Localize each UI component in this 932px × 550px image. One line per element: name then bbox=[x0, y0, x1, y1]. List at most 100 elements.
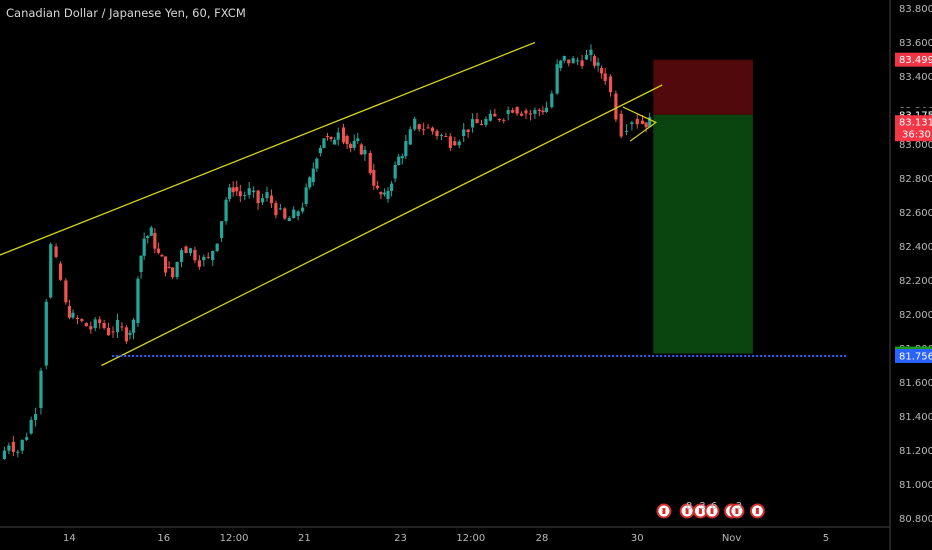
candle-body bbox=[115, 320, 120, 333]
candle-body bbox=[644, 122, 648, 128]
event-marker-flag bbox=[755, 508, 759, 514]
y-tick-label: 82.200 bbox=[899, 276, 932, 287]
candle-body bbox=[608, 76, 613, 93]
candle-body bbox=[515, 107, 519, 114]
triangle-pattern bbox=[622, 106, 658, 142]
candle-body bbox=[333, 139, 337, 145]
candle-body bbox=[475, 119, 479, 124]
candle-body bbox=[93, 319, 97, 329]
candle-body bbox=[511, 110, 515, 113]
candle-body bbox=[349, 144, 353, 149]
candle-body bbox=[224, 199, 228, 222]
candle-body bbox=[444, 136, 448, 137]
price-tag-bg bbox=[895, 52, 932, 67]
candle-body bbox=[550, 93, 554, 108]
candle-body bbox=[29, 419, 33, 434]
candle-body bbox=[430, 127, 435, 132]
candle-body bbox=[322, 138, 326, 148]
price-tag-countdown: 36:30 bbox=[902, 130, 931, 141]
candle-body bbox=[146, 235, 150, 238]
candle-body bbox=[359, 144, 363, 155]
candle-body bbox=[311, 168, 315, 182]
candle-body bbox=[2, 450, 7, 459]
candle-body bbox=[466, 129, 470, 133]
candle-body bbox=[211, 250, 215, 261]
candle-body bbox=[304, 187, 308, 204]
candle-body bbox=[600, 68, 604, 74]
candle-body bbox=[71, 312, 75, 318]
candle-body bbox=[619, 113, 623, 137]
y-tick-label: 82.000 bbox=[899, 310, 932, 321]
candle-body bbox=[435, 130, 439, 137]
candle-body bbox=[136, 278, 140, 323]
candle-body bbox=[274, 203, 278, 216]
event-marker-flag bbox=[710, 508, 714, 514]
y-tick-label: 83.000 bbox=[899, 140, 932, 151]
candle-body bbox=[375, 185, 379, 189]
candle-body bbox=[533, 109, 537, 114]
candle-body bbox=[528, 113, 533, 115]
candle-body bbox=[614, 93, 618, 120]
candle-body bbox=[111, 331, 115, 333]
channel-lower bbox=[101, 84, 663, 367]
candle-body bbox=[329, 136, 333, 140]
candle-body bbox=[497, 119, 501, 120]
candle-body bbox=[243, 194, 247, 196]
x-tick-label: 12:00 bbox=[220, 533, 249, 544]
candle-body bbox=[336, 132, 340, 140]
candle-body bbox=[238, 191, 242, 197]
price-tag-bg bbox=[895, 115, 932, 142]
x-tick-label: 23 bbox=[394, 533, 407, 544]
candle-body bbox=[131, 319, 136, 333]
y-tick-label: 82.800 bbox=[899, 174, 932, 185]
y-tick-label: 82.600 bbox=[899, 208, 932, 219]
candle-body bbox=[296, 211, 300, 216]
candle-body bbox=[426, 127, 430, 129]
candle-body bbox=[153, 232, 157, 249]
candle-body bbox=[34, 414, 38, 420]
candle-body bbox=[75, 317, 80, 320]
candle-body bbox=[256, 190, 260, 204]
candle-body bbox=[493, 113, 497, 117]
candle-body bbox=[382, 192, 387, 195]
candle-body bbox=[457, 141, 461, 146]
candle-body bbox=[220, 221, 224, 238]
candle-body bbox=[287, 218, 291, 221]
event-marker-flag bbox=[698, 508, 702, 514]
candle-body bbox=[363, 149, 367, 155]
candle-body bbox=[25, 437, 29, 440]
candle-body bbox=[231, 187, 235, 193]
candle-body bbox=[235, 187, 239, 192]
candle-body bbox=[7, 445, 11, 451]
candle-body bbox=[400, 156, 404, 159]
candle-body bbox=[308, 177, 312, 188]
candle-body bbox=[584, 55, 589, 60]
x-tick-label: Nov bbox=[722, 533, 742, 544]
y-tick-label: 81.600 bbox=[899, 378, 932, 389]
candle-body bbox=[484, 118, 488, 125]
candle-body bbox=[453, 141, 457, 146]
y-tick-label: 80.800 bbox=[899, 514, 932, 525]
candle-body bbox=[175, 261, 179, 278]
candle-body bbox=[106, 327, 111, 336]
candle-body bbox=[397, 156, 401, 165]
candle-body bbox=[247, 188, 251, 195]
candle-body bbox=[128, 332, 132, 335]
candle-body bbox=[379, 192, 383, 195]
price-tag-label: 83.499 bbox=[899, 55, 932, 66]
candle-body bbox=[80, 319, 84, 321]
candle-body bbox=[502, 119, 506, 121]
candle-body bbox=[179, 250, 184, 262]
candle-body bbox=[345, 136, 349, 145]
candle-body bbox=[408, 129, 412, 145]
x-tick-label: 21 bbox=[298, 533, 311, 544]
candle-body bbox=[571, 58, 575, 64]
candle-body bbox=[624, 130, 629, 132]
stop-zone bbox=[653, 59, 753, 115]
candle-body bbox=[20, 439, 24, 451]
x-tick-label: 14 bbox=[63, 533, 76, 544]
candle-body bbox=[149, 227, 153, 236]
candle-body bbox=[142, 238, 146, 256]
candle-body bbox=[506, 110, 510, 114]
